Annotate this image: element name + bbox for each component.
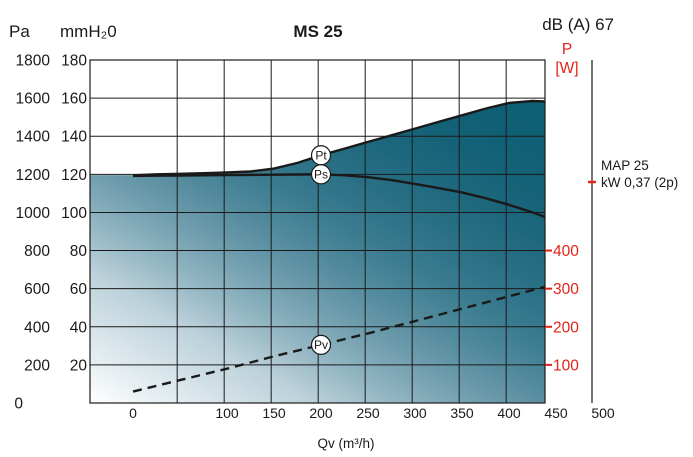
- series-line-pv: [132, 285, 545, 393]
- y-tick-label-mmh2o: 140: [61, 129, 87, 146]
- series-ps-marker: [310, 164, 332, 185]
- axes: [89, 59, 546, 404]
- power-tick-label: 200: [553, 319, 579, 336]
- plot-frame: [89, 59, 546, 404]
- pa-unit-label: Pa: [9, 22, 30, 41]
- power-tick-label: 100: [553, 357, 579, 374]
- motor-spec: kW 0,37 (2p): [601, 175, 678, 190]
- x-tick-label: 300: [403, 405, 427, 421]
- curves: [132, 99, 545, 393]
- y-tick-label-mmh2o: 120: [61, 167, 87, 184]
- y-tick-label-pa: 0: [14, 396, 23, 413]
- series-pv-label: Pv: [314, 338, 328, 352]
- y-tick-label-mmh2o: 160: [61, 91, 87, 108]
- x-tick-label: 250: [356, 405, 380, 421]
- series-pv-marker: [310, 334, 332, 355]
- x-tick-label: 500: [591, 405, 615, 421]
- y-tick-label-pa: 1400: [16, 129, 51, 146]
- y-tick-label-pa: 800: [24, 243, 50, 260]
- y-tick-label-mmh2o: 100: [61, 205, 87, 222]
- y-tick-label-pa: 1600: [16, 91, 51, 108]
- mmh2o-unit-label: mmH₂0: [60, 22, 117, 41]
- power-axis-label-unit: [W]: [555, 60, 578, 77]
- x-tick-label: 0: [129, 405, 137, 421]
- y-tick-label-mmh2o: 80: [70, 243, 88, 260]
- power-axis-label-p: P: [562, 41, 572, 58]
- y-tick-label-pa: 400: [24, 319, 50, 336]
- operating-area: [90, 101, 545, 403]
- curve-markers: Pt Ps Pv: [310, 145, 332, 355]
- x-tick-label: 200: [309, 405, 333, 421]
- y-tick-label-pa: 200: [24, 357, 50, 374]
- y-tick-label-mmh2o: 180: [61, 53, 87, 70]
- series-line-ps: [132, 173, 545, 219]
- chart-title: MS 25: [293, 22, 342, 41]
- y-tick-label-pa: 1000: [16, 205, 51, 222]
- y-tick-label-mmh2o: 40: [70, 319, 88, 336]
- y-tick-label-mmh2o: 20: [70, 357, 88, 374]
- x-tick-label: 150: [262, 405, 286, 421]
- x-tick-label: 400: [497, 405, 521, 421]
- operating-area-shading: [90, 101, 545, 403]
- x-tick-label: 100: [215, 405, 239, 421]
- y-tick-label-pa: 1800: [16, 53, 51, 70]
- sound-level-label: dB (A) 67: [542, 15, 614, 34]
- y-tick-label-pa: 600: [24, 281, 50, 298]
- power-tick-label: 400: [553, 243, 579, 260]
- series-pt-label: Pt: [315, 149, 327, 163]
- y-tick-label-pa: 1200: [16, 167, 51, 184]
- series-ps-label: Ps: [314, 168, 328, 182]
- motor-model: MAP 25: [601, 158, 649, 173]
- x-tick-label: 350: [450, 405, 474, 421]
- x-tick-label: 450: [544, 405, 568, 421]
- power-tick-label: 300: [553, 281, 579, 298]
- series-line-pt: [132, 99, 545, 177]
- y-tick-label-mmh2o: 60: [70, 281, 88, 298]
- x-axis-label: Qv (m³/h): [318, 436, 375, 451]
